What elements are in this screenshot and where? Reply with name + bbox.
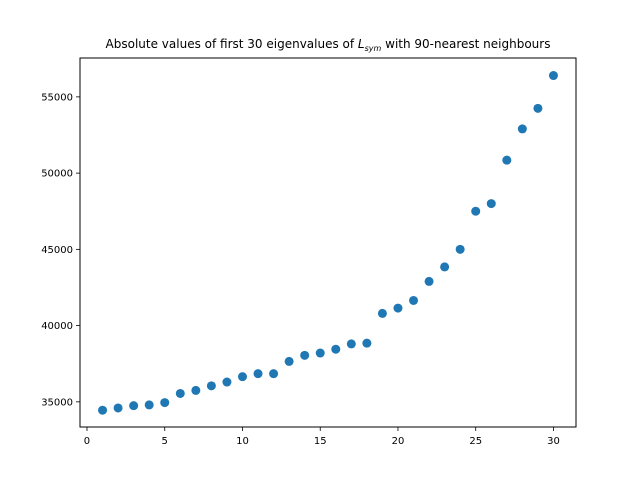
- data-point: [548, 71, 558, 81]
- data-point: [237, 372, 247, 382]
- data-points: [98, 71, 558, 415]
- x-tick-label: 25: [469, 436, 482, 447]
- chart-title-suffix: with 90-nearest neighbours: [381, 37, 550, 51]
- x-tick-label: 30: [547, 436, 560, 447]
- data-point: [269, 369, 279, 379]
- y-tick-label: 50000: [41, 169, 73, 180]
- data-point: [346, 339, 356, 349]
- data-point: [300, 350, 310, 360]
- data-point: [440, 262, 450, 272]
- x-tick-label: 0: [84, 436, 90, 447]
- data-point: [517, 124, 527, 134]
- data-point: [113, 403, 123, 413]
- chart-title-prefix: Absolute values of first 30 eigenvalues …: [106, 37, 358, 51]
- data-point: [222, 377, 232, 387]
- data-point: [284, 356, 294, 366]
- x-tick-label: 20: [392, 436, 405, 447]
- data-point: [331, 344, 341, 354]
- x-tick-label: 5: [162, 436, 168, 447]
- y-tick-label: 45000: [41, 245, 73, 256]
- chart-title-math-sub: sym: [365, 44, 382, 53]
- data-point: [98, 405, 108, 415]
- x-tick-label: 10: [236, 436, 249, 447]
- x-tick-label: 15: [314, 436, 327, 447]
- data-point: [393, 303, 403, 313]
- data-point: [160, 398, 170, 408]
- data-point: [191, 385, 201, 395]
- data-point: [502, 155, 512, 165]
- data-point: [175, 388, 185, 398]
- chart-title: Absolute values of first 30 eigenvalues …: [106, 37, 551, 53]
- y-tick-label: 40000: [41, 321, 73, 332]
- axis-ticks: 0 5 10 15 20 25 30 35000 40000 45000 50000 55000: [41, 92, 560, 447]
- data-point: [424, 276, 434, 286]
- chart-title-math-base: L: [358, 37, 365, 51]
- data-point: [409, 295, 419, 305]
- data-point: [253, 369, 263, 379]
- plot-frame: [79, 57, 577, 428]
- data-point: [455, 244, 465, 254]
- data-point: [471, 206, 481, 216]
- data-point: [206, 381, 216, 391]
- data-point: [362, 338, 372, 348]
- y-tick-label: 35000: [41, 397, 73, 408]
- data-point: [486, 199, 496, 209]
- data-point: [144, 400, 154, 410]
- data-point: [377, 308, 387, 318]
- data-point: [533, 103, 543, 113]
- data-point: [129, 401, 139, 411]
- y-tick-label: 55000: [41, 92, 73, 103]
- data-point: [315, 348, 325, 358]
